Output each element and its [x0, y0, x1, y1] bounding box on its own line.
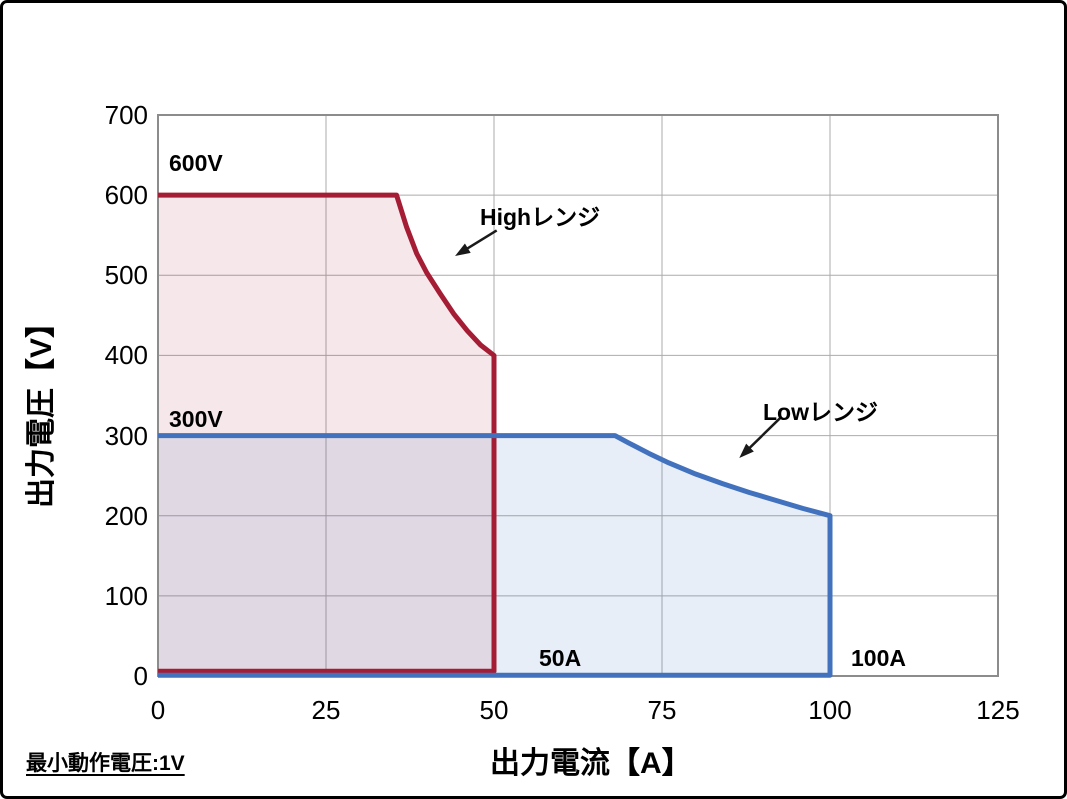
x-tick-label: 125: [976, 695, 1020, 725]
y-tick-label: 300: [104, 420, 148, 451]
label-50a: 50A: [539, 645, 582, 671]
x-tick-label: 75: [647, 695, 677, 725]
x-tick-label: 25: [311, 695, 341, 725]
annotation-arrow-line: [746, 417, 782, 452]
y-tick-label: 500: [104, 260, 148, 291]
x-tick-label: 0: [150, 695, 166, 725]
label-300v: 300V: [169, 406, 223, 432]
label-100a: 100A: [851, 645, 906, 671]
label-600v: 600V: [169, 150, 223, 176]
plot-canvas: [157, 114, 999, 678]
series-line: [158, 192, 497, 674]
y-tick-label: 0: [133, 661, 148, 691]
y-tick-label: 700: [104, 100, 148, 130]
annotation-arrow-head: [739, 443, 754, 459]
x-tick-label: 100: [808, 695, 852, 725]
y-tick-label: 100: [104, 580, 148, 611]
y-tick-label: 600: [104, 180, 148, 211]
y-tick-label: 200: [104, 500, 148, 531]
annotation-arrow-head: [455, 243, 471, 257]
annotation-arrow-line: [463, 229, 498, 252]
min-operating-voltage-note: 最小動作電圧:1V: [26, 752, 185, 775]
label-high-range: Highレンジ: [480, 204, 601, 230]
y-axis-title: 出力電圧【V】: [25, 307, 59, 509]
y-tick-label: 400: [104, 340, 148, 371]
x-tick-label: 50: [479, 695, 509, 725]
label-low-range: Lowレンジ: [763, 399, 878, 425]
series-line: [158, 433, 833, 678]
x-axis-title: 出力電流【A】: [490, 747, 692, 780]
